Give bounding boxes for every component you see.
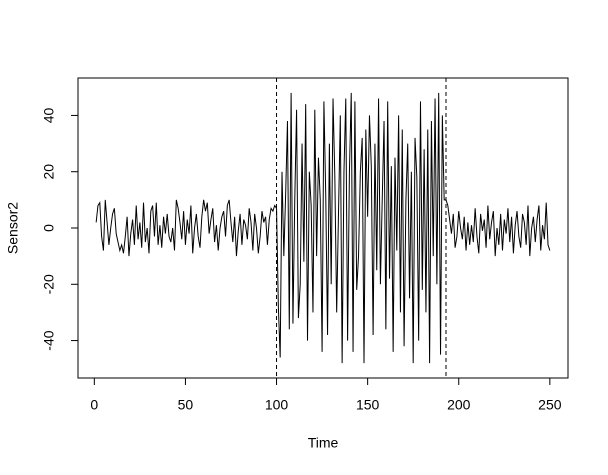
- x-tick-label: 50: [178, 397, 194, 413]
- y-tick-label: 0: [41, 224, 57, 232]
- y-tick-label: 40: [41, 107, 57, 123]
- y-tick-label: -20: [41, 274, 57, 294]
- data-line: [95, 92, 551, 364]
- y-tick-label: 20: [41, 164, 57, 180]
- y-tick-label: -40: [41, 330, 57, 350]
- y-axis-label: Sensor2: [5, 202, 21, 254]
- x-tick-label: 100: [265, 397, 289, 413]
- x-axis-label: Time: [308, 435, 339, 451]
- x-tick-label: 250: [538, 397, 562, 413]
- x-tick-label: 150: [356, 397, 380, 413]
- x-tick-label: 0: [90, 397, 98, 413]
- x-tick-label: 200: [447, 397, 471, 413]
